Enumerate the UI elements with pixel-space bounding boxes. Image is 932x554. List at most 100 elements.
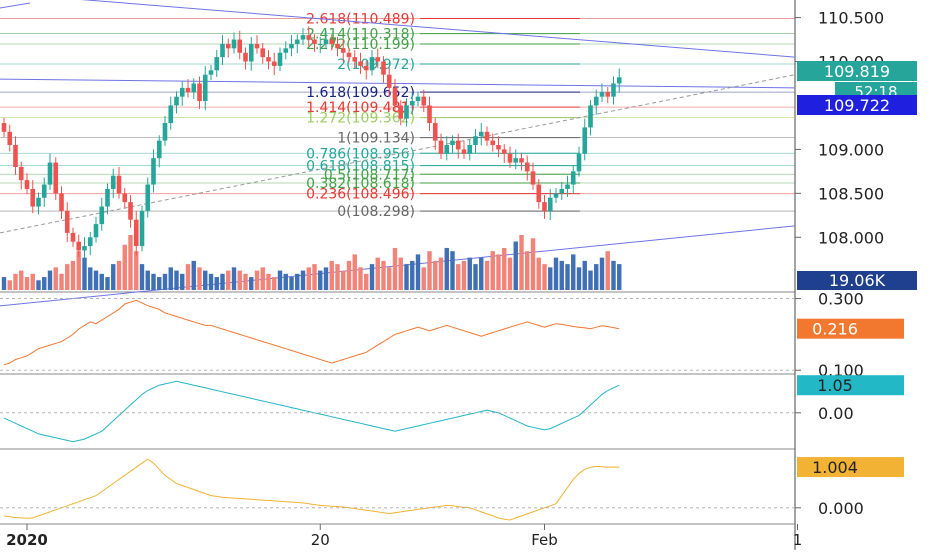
indicator3-tick-label: 0.000 [818,499,864,518]
candle [220,43,225,58]
candle [260,48,266,58]
volume-bar [496,254,501,290]
volume-bar [53,267,58,290]
horizontal-ray [0,78,796,89]
volume-bar [461,260,467,290]
candle [300,35,306,40]
volume-bar [438,257,444,290]
price-tick-label: 108.500 [818,184,884,203]
candle [76,241,82,251]
candle [519,158,524,163]
candle [593,96,599,106]
volume-bar [588,270,593,290]
x-axis-label: 2020 [6,531,48,549]
volume-bar [254,270,260,290]
volume-bar [519,235,524,290]
candle [174,96,179,106]
candle [363,65,369,71]
volume-bar [479,257,484,290]
candle [30,188,36,207]
volume-bar [65,264,70,290]
volume-bar [88,267,93,290]
volume-bar [433,260,438,290]
x-axis-label: 1 [793,531,803,549]
volume-bar [174,270,179,290]
candle [41,184,47,198]
volume-bar [295,273,300,290]
volume-bar [404,264,409,290]
candle [432,123,438,141]
volume-bar [335,264,340,290]
volume-bar [329,260,334,290]
indicator1-value-label: 0.216 [812,320,858,339]
volume-value-label: 19.06K [829,271,886,290]
volume-bar [456,264,461,290]
volume-bar [341,270,346,290]
volume-bar [467,257,472,290]
volume-bar [559,260,564,290]
candle [616,77,622,84]
candle [421,96,427,106]
candle [151,158,156,185]
candle [450,140,455,145]
candle [53,162,59,194]
volume-bar [243,273,248,290]
volume-bar [157,277,162,290]
volume-bar [599,257,605,290]
candle [168,105,174,124]
volume-bar [1,277,7,290]
volume-bar [30,273,35,290]
candle [243,52,248,62]
candle [13,145,18,167]
candle [524,162,530,172]
candle [542,202,547,211]
indicator2-tick-label: 0.00 [818,404,854,423]
volume-bar [220,273,225,290]
volume-bar [266,273,271,290]
candle [317,43,323,45]
candle [599,92,605,97]
candle [128,202,133,220]
volume-bar [352,254,357,290]
candle [398,105,404,119]
volume-bar [116,260,122,290]
candle [197,83,202,102]
candle [47,162,53,185]
volume-bar [605,251,610,290]
volume-bar [272,277,277,290]
volume-bar [450,251,455,290]
candle [605,92,611,97]
candle [133,219,139,247]
candle [611,83,616,97]
candle [225,43,231,49]
fib-level-label: 0.382(108.618) [306,176,415,192]
candle [427,105,432,124]
volume-bar [513,241,518,290]
candle [82,246,87,251]
volume-bar [47,270,53,290]
volume-bar [548,267,553,290]
candle [490,140,496,145]
candle [306,35,312,40]
volume-bar [617,264,622,290]
volume-bar [139,264,145,290]
volume-bar [444,247,449,290]
volume-bar [415,254,421,290]
volume-bar [536,257,541,290]
volume-bar [410,260,415,290]
volume-bar [346,260,352,290]
candle [312,39,317,44]
trendline-lower [0,225,796,307]
indicator3-line [3,458,620,521]
volume-bar [237,270,242,290]
trendline-upper [80,0,796,58]
volume-bar [318,270,323,290]
candle [18,166,24,181]
candle [24,180,30,189]
volume-bar [70,260,76,290]
price-tick-label: 109.000 [818,140,884,159]
candle [254,43,260,49]
candle [7,131,13,145]
x-axis-label: Feb [531,531,558,549]
